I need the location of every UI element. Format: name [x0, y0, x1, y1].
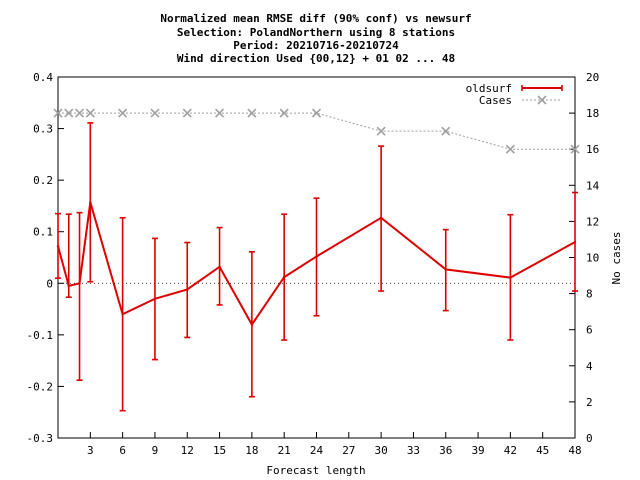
cases-marker-stroke: [182, 108, 192, 118]
oldsurf-point: [56, 244, 60, 248]
cases-point: [53, 108, 63, 118]
cases-marker-stroke: [118, 108, 128, 118]
cases-point: [441, 126, 451, 136]
cases-point: [505, 144, 515, 154]
y2-tick-label: 2: [586, 396, 593, 409]
y2-tick-label: 12: [586, 215, 599, 228]
cases-point: [214, 108, 225, 118]
cases-point: [279, 108, 289, 118]
y-tick-label: -0.3: [27, 432, 54, 445]
cases-marker-stroke: [570, 144, 580, 154]
cases-point: [118, 108, 128, 118]
x-tick-label: 27: [342, 444, 355, 457]
y2-tick-label: 0: [586, 432, 593, 445]
chart-title-block: Normalized mean RMSE diff (90% conf) vs …: [160, 12, 471, 65]
x-tick-label: 36: [439, 444, 452, 457]
axes: 0.40.30.20.10-0.1-0.2-0.3 024681012141618…: [27, 71, 600, 457]
cases-point: [247, 108, 257, 118]
x-tick-label: 42: [504, 444, 517, 457]
cases-marker-stroke: [441, 126, 451, 136]
legend-marker-cases: [537, 95, 547, 105]
oldsurf-point: [379, 216, 383, 219]
x-tick-label: 24: [310, 444, 324, 457]
oldsurf-point: [509, 276, 512, 279]
cases-marker-stroke: [376, 126, 386, 136]
cases-point: [64, 108, 74, 118]
chart-title-line-3: Period: 20210716-20210724: [233, 39, 399, 52]
x-tick-label: 30: [375, 444, 388, 457]
x-tick-label: 21: [278, 444, 291, 457]
cases-point: [85, 108, 95, 118]
cases-marker-stroke: [505, 144, 515, 154]
y-tick-label: 0.4: [33, 71, 53, 84]
y-tick-label: 0.2: [33, 174, 53, 187]
x-tick-label: 48: [568, 444, 581, 457]
x-tick-label: 9: [152, 444, 159, 457]
y2-tick-label: 16: [586, 143, 599, 156]
y-tick-label: 0: [46, 277, 53, 290]
y-tick-label: -0.1: [27, 329, 54, 342]
series-layer: [53, 108, 580, 412]
legend: oldsurf Cases: [466, 82, 563, 107]
y2-tick-label: 4: [586, 360, 593, 373]
x-axis-label: Forecast length: [266, 464, 365, 477]
cases-marker-stroke: [279, 108, 289, 118]
x-tick-label: 45: [536, 444, 549, 457]
oldsurf-point: [250, 323, 254, 326]
cases-marker-stroke: [214, 108, 225, 118]
y-tick-label: 0.3: [33, 123, 53, 136]
cases-marker-stroke: [150, 108, 160, 118]
oldsurf-point: [89, 201, 92, 204]
x-tick-label: 6: [119, 444, 126, 457]
y2-tick-label: 18: [586, 107, 599, 120]
x-tick-label: 18: [245, 444, 258, 457]
legend-label-oldsurf: oldsurf: [466, 82, 512, 95]
cases-point: [376, 126, 386, 136]
cases-marker-stroke: [74, 108, 85, 118]
x-tick-label: 33: [407, 444, 420, 457]
x-tick-label: 15: [213, 444, 226, 457]
cases-line: [58, 112, 575, 150]
cases-marker-stroke: [64, 108, 74, 118]
legend-label-cases: Cases: [479, 94, 512, 107]
chart-title-line-4: Wind direction Used {00,12} + 01 02 ... …: [177, 52, 455, 65]
oldsurf-point: [67, 284, 70, 288]
cases-marker-stroke: [311, 108, 322, 118]
chart-title-line-2: Selection: PolandNorthern using 8 statio…: [177, 26, 455, 39]
legend-sample-oldsurf: [521, 85, 563, 91]
y2-tick-label: 20: [586, 71, 599, 84]
chart-title-line-1: Normalized mean RMSE diff (90% conf) vs …: [160, 12, 471, 25]
x-tick-label: 39: [471, 444, 484, 457]
y2-axis-label: No cases: [610, 232, 623, 285]
y-tick-label: -0.2: [27, 380, 54, 393]
oldsurf-point: [444, 268, 447, 271]
cases-point: [311, 108, 322, 118]
y2-tick-label: 10: [586, 252, 599, 265]
y2-tick-label: 8: [586, 288, 593, 301]
cases-point: [182, 108, 192, 118]
oldsurf-point: [186, 288, 189, 291]
y2-tick-label: 6: [586, 324, 593, 337]
cases-point: [74, 108, 85, 118]
oldsurf-point: [153, 297, 157, 300]
oldsurf-point: [78, 282, 81, 285]
cases-marker-stroke: [247, 108, 257, 118]
oldsurf-point: [573, 240, 577, 244]
cases-point: [570, 144, 580, 154]
oldsurf-point: [218, 265, 221, 268]
oldsurf-point: [121, 313, 124, 316]
oldsurf-point: [315, 255, 318, 258]
cases-marker-stroke: [53, 108, 63, 118]
cases-point: [150, 108, 160, 118]
y2-tick-label: 14: [586, 179, 600, 192]
oldsurf-error-bar: [76, 211, 83, 382]
cases-marker-stroke: [85, 108, 95, 118]
legend-sample-cases: [522, 95, 562, 105]
x-tick-label: 12: [181, 444, 194, 457]
oldsurf-point: [282, 275, 286, 279]
y-tick-label: 0.1: [33, 226, 53, 239]
cases-marker-stroke: [537, 95, 547, 105]
x-tick-label: 3: [87, 444, 94, 457]
